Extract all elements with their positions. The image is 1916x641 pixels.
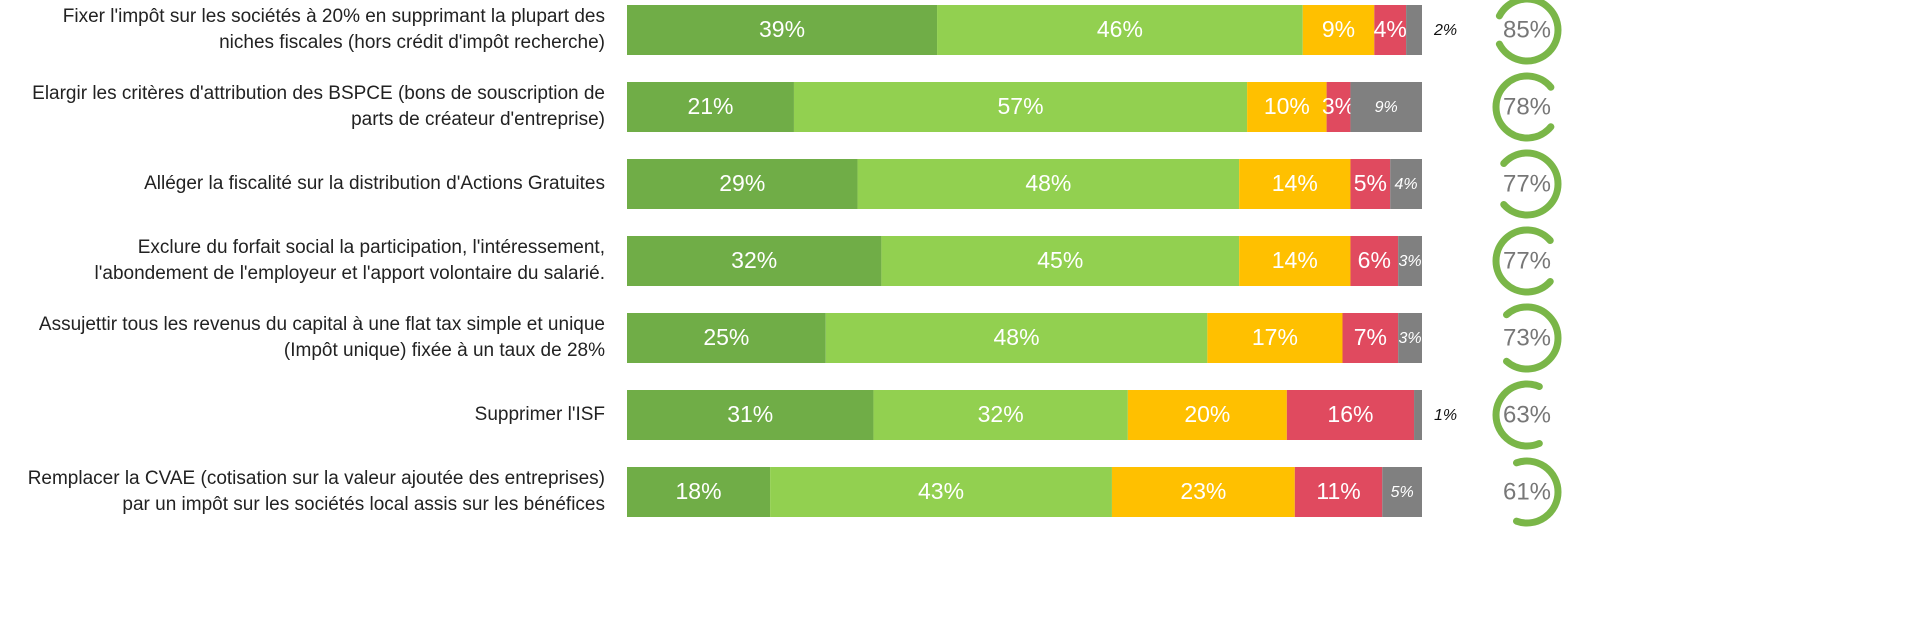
value-label: 43% (918, 478, 964, 504)
bar-segment (1350, 82, 1422, 132)
bar-segment (1326, 82, 1351, 132)
bar-segment (1374, 5, 1407, 55)
value-label: 4% (1395, 176, 1418, 193)
value-label: 3% (1399, 253, 1422, 270)
value-label: 4% (1374, 16, 1407, 42)
value-label: 2% (1433, 22, 1457, 39)
bar-segment (857, 159, 1240, 209)
bar-segment (1350, 236, 1399, 286)
total-label: 77% (1503, 170, 1551, 197)
value-label: 31% (727, 401, 773, 427)
bar-segment (1294, 467, 1383, 517)
value-label: 18% (676, 478, 722, 504)
value-label: 17% (1252, 324, 1298, 350)
category-label: Supprimer l'ISF (475, 404, 605, 425)
category-label: Assujettir tous les revenus du capital à… (39, 314, 605, 361)
value-label: 14% (1272, 247, 1318, 273)
bar-segment (1398, 236, 1422, 286)
bar-segment (1239, 159, 1351, 209)
total-arc (1500, 149, 1562, 219)
total-arc (1503, 303, 1562, 373)
value-label: 5% (1391, 484, 1414, 501)
total-label: 77% (1503, 247, 1551, 274)
bar-segment (1207, 313, 1343, 363)
category-label: Fixer l'impôt sur les sociétés à 20% en … (63, 6, 605, 53)
value-label: 21% (687, 93, 733, 119)
bar-segment (1127, 390, 1287, 440)
bar-segment (1111, 467, 1295, 517)
bar-segment (627, 467, 771, 517)
value-label: 48% (994, 324, 1040, 350)
bar-segment (1342, 313, 1399, 363)
value-label: 9% (1375, 99, 1398, 116)
value-label: 6% (1358, 247, 1391, 273)
value-label: 45% (1037, 247, 1083, 273)
total-arc (1492, 72, 1555, 142)
bar-segment (881, 236, 1240, 286)
bar-segment (793, 82, 1248, 132)
bar-segment (825, 313, 1208, 363)
bar-segment (1382, 467, 1422, 517)
bar-segment (1302, 5, 1375, 55)
bar-segment (627, 82, 794, 132)
value-label: 11% (1316, 478, 1360, 504)
category-label: Remplacer la CVAE (cotisation sur la val… (28, 468, 605, 515)
category-label: Exclure du forfait social la participati… (95, 237, 605, 284)
value-label: 3% (1399, 330, 1422, 347)
value-label: 57% (998, 93, 1044, 119)
bar-segment (1239, 236, 1351, 286)
total-label: 63% (1503, 401, 1551, 428)
value-label: 7% (1354, 324, 1387, 350)
category-label: Elargir les critères d'attribution des B… (32, 83, 605, 130)
bar-segment (1286, 390, 1415, 440)
total-label: 85% (1503, 16, 1551, 43)
total-arc (1495, 0, 1562, 65)
bar-segment (770, 467, 1112, 517)
value-label: 5% (1354, 170, 1387, 196)
total-arc (1513, 457, 1562, 527)
bar-segment (627, 5, 938, 55)
bar-segment (627, 390, 874, 440)
bar-segment (873, 390, 1128, 440)
total-label: 61% (1503, 478, 1551, 505)
value-label: 29% (719, 170, 765, 196)
bar-segment (627, 236, 882, 286)
value-label: 16% (1327, 401, 1373, 427)
bar-segment (1247, 82, 1327, 132)
bar-segment (937, 5, 1303, 55)
total-label: 78% (1503, 93, 1551, 120)
total-arc (1492, 380, 1543, 450)
bar-segment (1350, 159, 1391, 209)
value-label: 1% (1434, 407, 1457, 424)
total-arc (1492, 226, 1554, 296)
value-label: 32% (978, 401, 1024, 427)
bar-segment (1406, 5, 1422, 55)
bar-segment (1398, 313, 1422, 363)
value-label: 20% (1184, 401, 1230, 427)
value-label: 46% (1097, 16, 1143, 42)
value-label: 3% (1322, 93, 1355, 119)
bar-segment (1390, 159, 1422, 209)
value-label: 48% (1025, 170, 1071, 196)
bar-segment (1414, 390, 1422, 440)
total-label: 73% (1503, 324, 1551, 351)
value-label: 39% (759, 16, 805, 42)
value-label: 9% (1322, 16, 1355, 42)
bar-segment (627, 313, 826, 363)
value-label: 25% (703, 324, 749, 350)
value-label: 14% (1272, 170, 1318, 196)
category-label: Alléger la fiscalité sur la distribution… (144, 173, 605, 194)
bar-segment (627, 159, 858, 209)
value-label: 10% (1264, 93, 1310, 119)
value-label: 23% (1180, 478, 1226, 504)
value-label: 32% (731, 247, 777, 273)
